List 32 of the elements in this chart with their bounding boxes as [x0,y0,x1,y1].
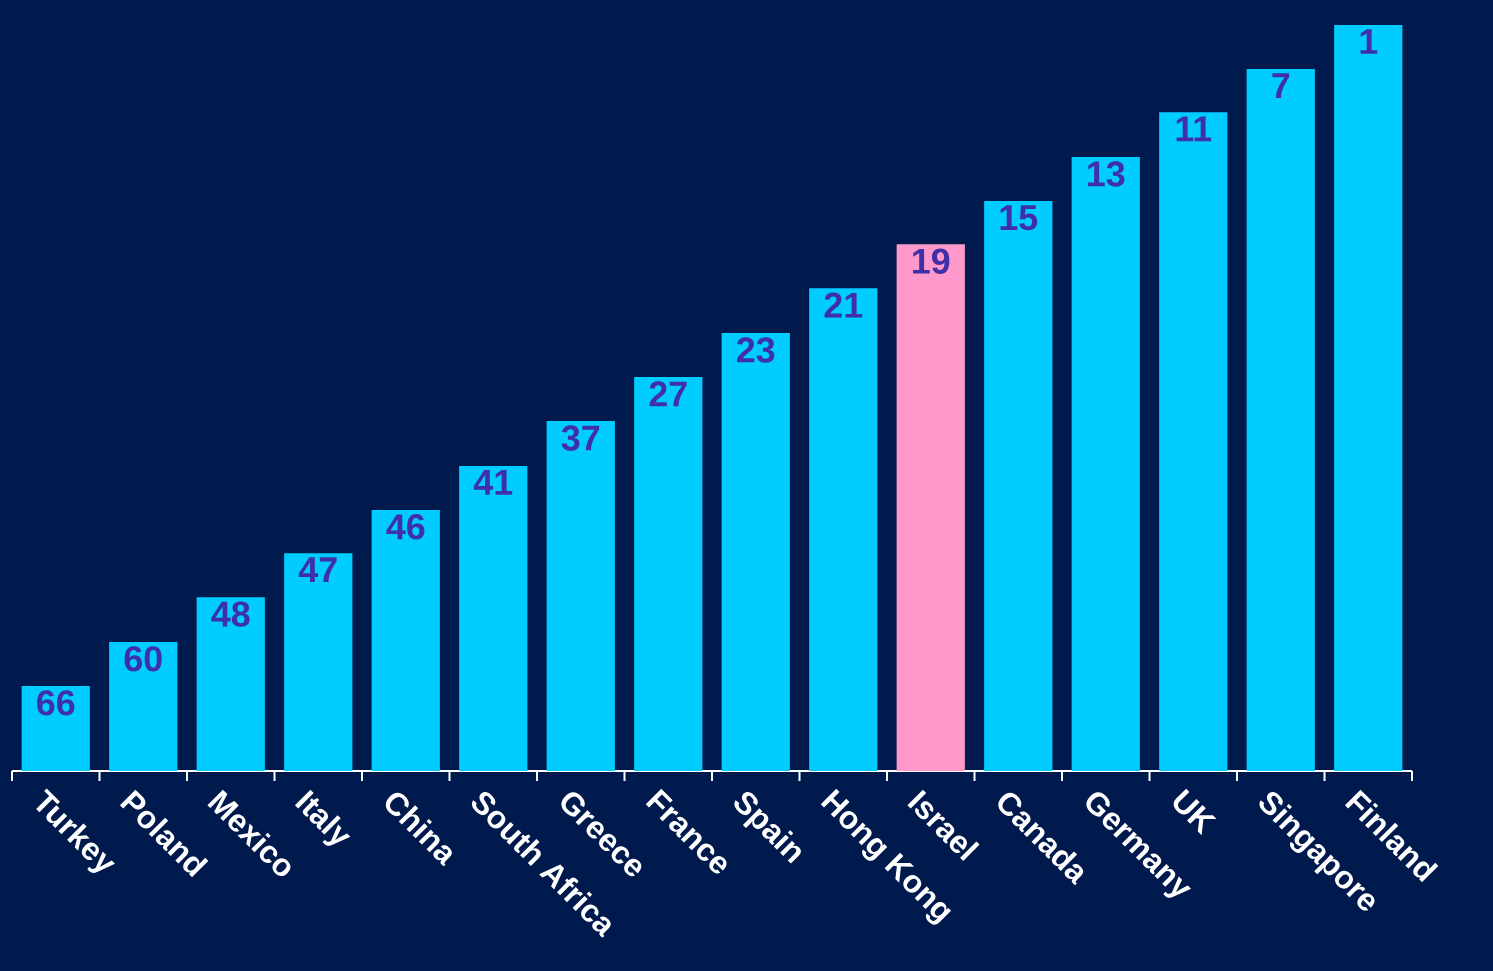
annotation: 11 [1176,116,1212,142]
bar [284,553,353,771]
bar [1334,24,1403,771]
bar [1159,112,1228,771]
annotation: 1 [1360,29,1378,54]
bar [984,201,1053,771]
annotation: 48 [211,601,250,627]
bar [721,333,790,771]
annotation: 19 [913,248,950,274]
annotation: 46 [386,514,425,540]
annotation: 21 [824,292,863,318]
bar [546,421,615,771]
annotation: 41 [473,470,513,495]
annotation: 60 [124,646,162,672]
annotation: 7 [1272,73,1290,98]
bar [896,244,965,771]
annotation: 15 [1000,205,1038,231]
bar [196,597,265,771]
bar [459,465,528,771]
bar [371,509,440,771]
annotation: 66 [37,690,75,716]
bar [634,377,703,771]
annotation: 23 [737,337,775,363]
bar [109,641,178,771]
bar [1246,69,1315,771]
annotation: 47 [298,557,337,583]
annotation: 27 [649,381,687,407]
bar [21,685,90,771]
bar [809,288,878,771]
bar [1071,157,1140,771]
annotation: 37 [561,425,600,451]
annotation: 13 [1088,161,1125,187]
